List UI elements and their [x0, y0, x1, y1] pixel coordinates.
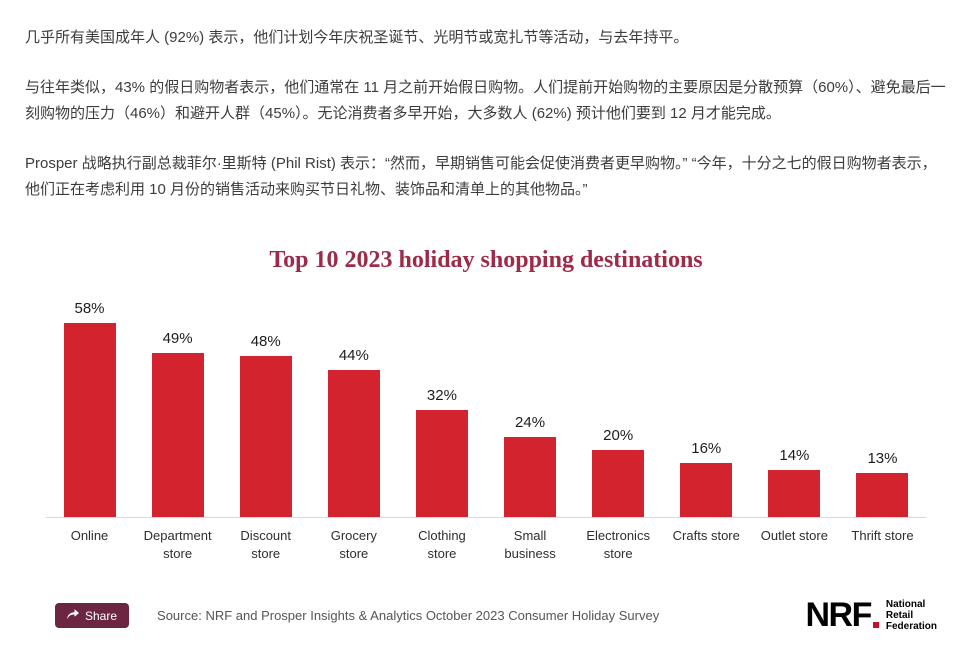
- nrf-tagline-line: Retail: [885, 610, 914, 621]
- bar-column: 44%: [310, 347, 397, 517]
- bar-category-label: Electronics store: [586, 528, 650, 561]
- bar: [151, 353, 204, 517]
- bar-value-label: 32%: [426, 387, 457, 404]
- bar-category-label: Discount store: [240, 528, 291, 561]
- bar: [504, 437, 557, 517]
- nrf-logo-mark: NRF: [805, 596, 879, 635]
- share-button-label: Share: [85, 608, 118, 623]
- bar: [856, 473, 909, 517]
- bar-column: 14%: [751, 447, 838, 517]
- bar-column: 48%: [222, 333, 309, 517]
- bar: [63, 323, 116, 517]
- bar-value-label: 14%: [779, 447, 810, 464]
- bar-column: 32%: [398, 387, 485, 517]
- article-paragraph: 几乎所有美国成年人 (92%) 表示，他们计划今年庆祝圣诞节、光明节或宽扎节等活…: [25, 29, 689, 46]
- bar-column: 49%: [134, 330, 221, 517]
- bar-category-label: Outlet store: [760, 528, 828, 543]
- nrf-logo-tagline: National Retail Federation: [886, 599, 937, 632]
- bar-value-label: 13%: [867, 450, 898, 467]
- bar-column: 24%: [487, 414, 574, 517]
- bar-category-label: Clothing store: [418, 528, 466, 561]
- chart-plot: 58% 49% 48% 44% 32% 24% 20% 16% 14% 13%: [46, 296, 926, 518]
- source-text: Source: NRF and Prosper Insights & Analy…: [157, 608, 660, 623]
- bar-value-label: 20%: [603, 427, 634, 444]
- bar-category-label: Department store: [143, 528, 212, 561]
- bar-category-label: Grocery store: [330, 528, 377, 561]
- bar-column: 13%: [839, 450, 926, 517]
- footer: Share Source: NRF and Prosper Insights &…: [25, 596, 947, 635]
- bar-column: 16%: [663, 440, 750, 517]
- share-icon: [67, 609, 79, 622]
- share-button[interactable]: Share: [55, 603, 130, 628]
- nrf-tagline-line: Federation: [885, 621, 937, 632]
- bar-chart: Top 10 2023 holiday shopping destination…: [46, 247, 926, 563]
- bar-column: 58%: [46, 300, 133, 517]
- chart-title: Top 10 2023 holiday shopping destination…: [269, 247, 703, 273]
- article-paragraph: 与往年类似，43% 的假日购物者表示，他们通常在 11 月之前开始假日购物。人们…: [25, 79, 946, 122]
- bar-value-label: 44%: [338, 347, 369, 364]
- nrf-logo: NRF National Retail Federation: [805, 596, 937, 635]
- nrf-logo-red-dot: [872, 621, 879, 628]
- bar-value-label: 16%: [691, 440, 722, 457]
- nrf-logo-text: NRF: [805, 596, 872, 635]
- bar-category-label: Crafts store: [672, 528, 740, 543]
- bar: [680, 463, 733, 517]
- bar: [415, 410, 468, 517]
- bar-category-label: Thrift store: [851, 528, 914, 543]
- nrf-tagline-line: National: [885, 599, 926, 610]
- bar: [239, 356, 292, 517]
- bar-value-label: 24%: [515, 414, 546, 431]
- bar: [768, 470, 821, 517]
- bar: [592, 450, 645, 517]
- article-text: 几乎所有美国成年人 (92%) 表示，他们计划今年庆祝圣诞节、光明节或宽扎节等活…: [25, 25, 947, 203]
- bar-column: 20%: [575, 427, 662, 517]
- bar: [327, 370, 380, 517]
- bar-value-label: 49%: [162, 330, 193, 347]
- chart-category-labels: Online Department store Discount store Groc…: [46, 527, 926, 563]
- bar-category-label: Small business: [504, 528, 556, 561]
- bar-value-label: 48%: [250, 333, 281, 350]
- article-paragraph: Prosper 战略执行副总裁菲尔·里斯特 (Phil Rist) 表示：“然而…: [25, 155, 937, 198]
- bar-category-label: Online: [70, 528, 109, 543]
- bar-value-label: 58%: [74, 300, 105, 317]
